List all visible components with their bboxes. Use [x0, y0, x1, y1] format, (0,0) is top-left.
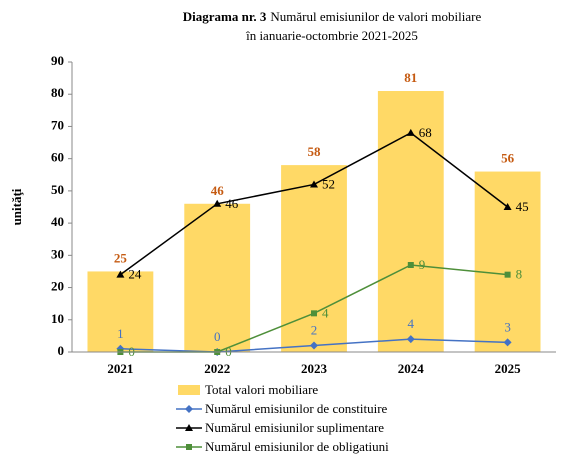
y-tick-label: 90 [51, 53, 64, 68]
line-value-label: 52 [322, 176, 335, 191]
legend-label: Numărul emisiunilor suplimentare [205, 420, 384, 435]
line-value-label: 9 [419, 257, 426, 272]
bar [184, 203, 251, 352]
bar-value-label: 58 [308, 144, 322, 159]
line-value-label: 4 [408, 316, 415, 331]
line-marker [116, 270, 125, 278]
legend-label: Numărul emisiunilor de obligatiuni [205, 439, 389, 454]
line-value-label: 0 [128, 344, 135, 359]
line-value-label: 0 [214, 329, 221, 344]
line-value-label: 68 [419, 125, 432, 140]
line-marker [310, 341, 318, 350]
line-marker [311, 310, 317, 317]
y-tick-label: 20 [51, 279, 64, 294]
bar [474, 171, 541, 352]
line-marker [185, 405, 193, 413]
y-tick-label: 10 [51, 311, 64, 326]
bar-value-label: 56 [501, 151, 515, 166]
line-marker [310, 180, 318, 188]
line-marker [504, 271, 511, 278]
y-tick-label: 40 [51, 214, 64, 229]
x-tick-label: 2021 [107, 361, 133, 376]
line-value-label: 3 [504, 319, 511, 334]
y-tick-label: 80 [51, 85, 64, 100]
bar-value-label: 46 [211, 183, 225, 198]
bar-value-label: 81 [404, 70, 417, 85]
bar [281, 165, 347, 352]
y-tick-label: 60 [51, 150, 64, 165]
line-value-label: 46 [225, 196, 239, 211]
title-line: în ianuarie-octombrie 2021-2025 [245, 28, 418, 43]
line-marker [186, 444, 192, 450]
y-tick-label: 0 [58, 343, 65, 358]
line-marker [407, 262, 414, 268]
legend-label: Total valori mobiliare [205, 382, 318, 397]
legend-swatch [178, 385, 200, 395]
x-tick-label: 2025 [495, 361, 522, 376]
line-value-label: 24 [128, 267, 142, 282]
legend-label: Numărul emisiunilor de constituire [205, 401, 388, 416]
bar-value-label: 25 [114, 250, 128, 265]
line-marker [503, 338, 512, 347]
line-value-label: 8 [516, 267, 523, 282]
line-marker [185, 424, 193, 431]
chart-title: Diagrama nr. 3 Numărul emisiunilor de val… [183, 9, 482, 24]
line-marker [503, 203, 512, 210]
y-tick-label: 70 [51, 117, 64, 132]
title-line: Numărul emisiunilor de valori mobiliare [270, 9, 481, 24]
line-marker [406, 335, 415, 344]
bar [87, 271, 154, 352]
x-tick-label: 2023 [301, 361, 328, 376]
line-marker [213, 199, 222, 207]
y-tick-label: 50 [51, 182, 64, 197]
title-label: Diagrama nr. 3 [183, 9, 267, 24]
line-value-label: 45 [516, 199, 529, 214]
line-value-label: 0 [225, 344, 232, 359]
y-axis-label: unităţi [9, 188, 24, 225]
line-value-label: 1 [117, 326, 124, 341]
line-value-label: 2 [311, 323, 318, 338]
x-tick-label: 2024 [398, 361, 425, 376]
x-tick-label: 2022 [204, 361, 230, 376]
y-tick-label: 30 [51, 246, 64, 261]
line-value-label: 4 [322, 305, 329, 320]
line-marker [406, 128, 415, 136]
